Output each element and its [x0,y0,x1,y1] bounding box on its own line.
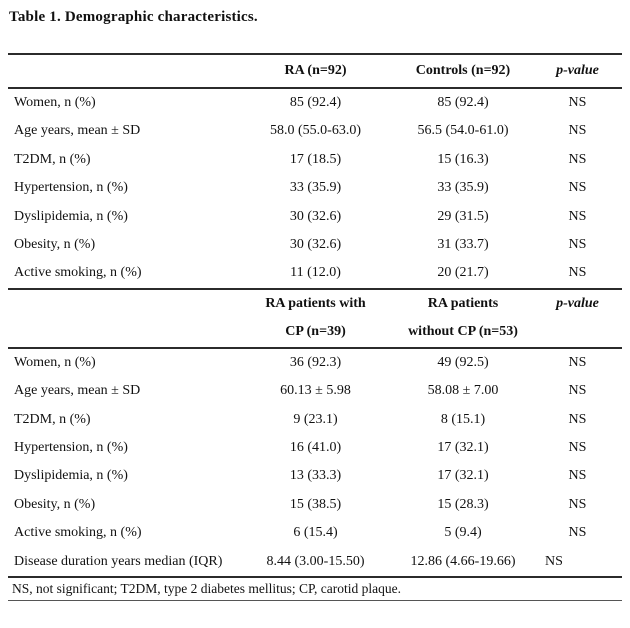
pvalue-cell: NS [568,265,587,281]
table-row: T2DM, n (%) 9 (23.1) 8 (15.1) NS [8,406,622,434]
section2-header: RA patients with CP (n=39) RA patients w… [8,289,622,348]
row-label-cell: Hypertension, n (%) [14,180,128,196]
value-cell: 16 (41.0) [289,440,342,456]
value-cell: 5 (9.4) [444,525,482,541]
section2-body: Women, n (%) 36 (92.3) 49 (92.5) NS Age year… [8,348,622,578]
pvalue-cell: NS [568,180,587,196]
pvalue-cell: NS [568,208,587,224]
header-line: without CP (n=53) [408,324,518,340]
pvalue-cell: NS [568,496,587,512]
row-label-cell: Age years, mean ± SD [14,383,141,399]
header-empty-cell [8,289,238,348]
pvalue-cell: NS [568,468,587,484]
value-cell: 15 (16.3) [437,151,489,167]
row-label-cell: Dyslipidemia, n (%) [14,468,128,484]
pvalue-cell: NS [568,354,587,370]
pvalue-cell: NS [568,95,587,110]
table-row: Hypertension, n (%) 16 (41.0) 17 (32.1) NS [8,434,622,462]
pvalue-cell: NS [568,151,587,167]
value-cell: 60.13 ± 5.98 [280,383,351,399]
row-label-cell: T2DM, n (%) [14,151,91,167]
row-label-cell: Active smoking, n (%) [14,265,142,281]
row-label-cell: Obesity, n (%) [14,496,96,512]
value-cell: 8 (15.1) [440,411,486,427]
pvalue-cell: NS [545,553,563,569]
header-pvalue-cell: p-value [556,63,599,78]
row-label-cell: Active smoking, n (%) [14,525,142,541]
header-controls-cell: Controls (n=92) [415,63,511,78]
value-cell: 8.44 (3.00-15.50) [266,553,365,569]
value-cell: 31 (33.7) [437,237,489,253]
header-line: CP (n=39) [285,324,346,340]
header-ra-with-cp-cell: RA patients with CP (n=39) [238,289,393,348]
value-cell: 17 (32.1) [437,440,489,456]
table-footnote: NS, not significant; T2DM, type 2 diabet… [8,578,622,602]
table-row: Women, n (%) 85 (92.4) 85 (92.4) NS [8,88,622,117]
header-pvalue-cell: p-value [556,295,599,311]
value-cell: 30 (32.6) [289,208,342,224]
row-label-cell: Hypertension, n (%) [14,440,128,456]
table-row: Dyslipidemia, n (%) 13 (33.3) 17 (32.1) NS [8,462,622,490]
pvalue-cell: NS [568,383,587,399]
header-line: RA patients with [265,295,366,311]
row-label-cell: Women, n (%) [14,354,96,370]
pvalue-cell: NS [568,440,587,456]
value-cell: 29 (31.5) [437,208,489,224]
pvalue-cell: NS [568,411,587,427]
demographics-table: RA (n=92) Controls (n=92) p-value Women,… [8,53,622,578]
table-row: Disease duration years median (IQR) 8.44 … [8,548,622,577]
table-row: Obesity, n (%) 15 (38.5) 15 (28.3) NS [8,491,622,519]
header-row: RA (n=92) Controls (n=92) p-value [8,54,622,88]
row-label-cell: Dyslipidemia, n (%) [14,208,128,224]
value-cell: 13 (33.3) [289,468,342,484]
value-cell: 30 (32.6) [289,237,342,253]
value-cell: 58.08 ± 7.00 [427,383,499,399]
table-row: Obesity, n (%) 30 (32.6) 31 (33.7) NS [8,231,622,259]
section1-header: RA (n=92) Controls (n=92) p-value [8,54,622,88]
row-label-cell: Women, n (%) [14,95,96,110]
value-cell: 12.86 (4.66-19.66) [410,553,516,569]
value-cell: 15 (38.5) [289,496,342,512]
value-cell: 58.0 (55.0-63.0) [270,123,361,139]
value-cell: 17 (18.5) [289,151,342,167]
value-cell: 11 (12.0) [290,265,341,281]
value-cell: 85 (92.4) [289,95,342,110]
header-ra-cell: RA (n=92) [284,63,347,78]
table-row: Active smoking, n (%) 6 (15.4) 5 (9.4) NS [8,519,622,547]
header-empty-cell [8,54,238,88]
row-label-cell: Disease duration years median (IQR) [14,553,223,569]
value-cell: 17 (32.1) [437,468,489,484]
value-cell: 20 (21.7) [437,265,489,281]
value-cell: 33 (35.9) [437,180,489,196]
pvalue-cell: NS [568,525,587,541]
table-row: Dyslipidemia, n (%) 30 (32.6) 29 (31.5) NS [8,203,622,231]
table-row: T2DM, n (%) 17 (18.5) 15 (16.3) NS [8,146,622,174]
header-line: RA patients [427,295,499,311]
table-row: Women, n (%) 36 (92.3) 49 (92.5) NS [8,348,622,377]
table-row: Hypertension, n (%) 33 (35.9) 33 (35.9) NS [8,174,622,202]
pvalue-cell: NS [568,123,587,139]
value-cell: 36 (92.3) [289,354,342,370]
table-row: Active smoking, n (%) 11 (12.0) 20 (21.7) N… [8,259,622,288]
section1-body: Women, n (%) 85 (92.4) 85 (92.4) NS Age year… [8,88,622,289]
table-row: Age years, mean ± SD 58.0 (55.0-63.0) 56.5… [8,117,622,145]
table-title: Table 1. Demographic characteristics. [9,9,258,25]
pvalue-cell: NS [568,237,587,253]
row-label-cell: T2DM, n (%) [14,411,91,427]
value-cell: 33 (35.9) [289,180,342,196]
row-label-cell: Age years, mean ± SD [14,123,141,139]
value-cell: 6 (15.4) [293,525,338,541]
value-cell: 49 (92.5) [437,354,489,370]
table-row: Age years, mean ± SD 60.13 ± 5.98 58.08 ± … [8,377,622,405]
value-cell: 15 (28.3) [437,496,489,512]
value-cell: 56.5 (54.0-61.0) [417,123,509,139]
row-label-cell: Obesity, n (%) [14,237,96,253]
value-cell: 9 (23.1) [293,411,338,427]
header-ra-without-cp-cell: RA patients without CP (n=53) [393,289,533,348]
value-cell: 85 (92.4) [437,95,489,110]
header-row: RA patients with CP (n=39) RA patients w… [8,289,622,348]
